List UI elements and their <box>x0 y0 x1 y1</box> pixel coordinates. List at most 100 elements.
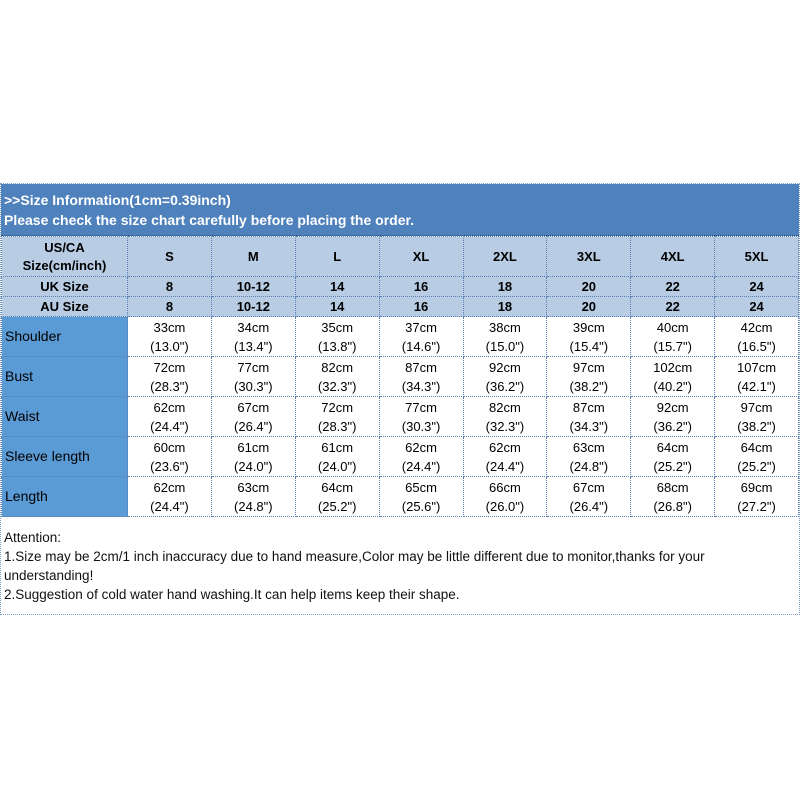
cm-value: 62cm <box>405 439 437 455</box>
size-cell: 4XL <box>630 236 716 277</box>
inch-value: (15.4") <box>569 338 609 354</box>
inch-value: (32.3") <box>485 418 525 434</box>
cm-value: 37cm <box>405 319 437 335</box>
inch-value: (24.0") <box>234 458 273 474</box>
cm-value: 97cm <box>740 399 773 415</box>
size-info-subtitle: Please check the size chart carefully be… <box>4 212 415 228</box>
inch-value: (13.8") <box>317 338 357 354</box>
note-heading: Attention: <box>4 530 62 545</box>
measurement-cell: 39cm (15.4") <box>546 316 632 357</box>
cm-value: 92cm <box>656 399 689 415</box>
size-cell: 22 <box>630 276 716 297</box>
size-row: US/CA Size(cm/inch) S M L XL 2XL 3XL 4XL 5XL <box>1 236 799 277</box>
cm-value: 87cm <box>405 359 437 375</box>
cm-value: 64cm <box>656 439 689 455</box>
inch-value: (30.3") <box>234 378 273 394</box>
size-row: UK Size 8 10-12 14 16 18 20 22 24 <box>1 276 799 297</box>
inch-value: (25.2") <box>653 458 692 474</box>
cm-value: 62cm <box>153 479 186 495</box>
inch-value: (15.7") <box>653 338 692 354</box>
measurement-row: Shoulder 33cm (13.0") 34cm (13.4") 35cm (13.8"… <box>1 316 799 357</box>
measurement-cell: 69cm (27.2") <box>714 476 799 517</box>
size-cell: M <box>210 236 296 277</box>
inch-value: (38.2") <box>737 418 776 434</box>
measurement-label: Sleeve length <box>1 436 128 477</box>
measurement-cell: 61cm (24.0") <box>210 436 296 477</box>
cm-value: 33cm <box>153 319 186 335</box>
measurement-cell: 37cm (14.6") <box>378 316 464 357</box>
inch-value: (24.8") <box>569 458 609 474</box>
inch-value: (34.3") <box>401 378 441 394</box>
inch-value: (27.2") <box>737 498 776 514</box>
cm-value: 82cm <box>489 399 521 415</box>
size-cell: 8 <box>127 276 212 297</box>
size-cell: S <box>127 236 212 277</box>
measurement-cell: 62cm (24.4") <box>378 436 464 477</box>
inch-value: (25.2") <box>317 498 357 514</box>
measurement-cell: 66cm (26.0") <box>462 476 548 517</box>
cm-value: 34cm <box>237 319 270 335</box>
size-info-header: >>Size Information(1cm=0.39inch) Please … <box>1 184 799 236</box>
size-cell: 20 <box>546 276 632 297</box>
cm-value: 40cm <box>656 319 689 335</box>
cm-value: 62cm <box>153 399 186 415</box>
inch-value: (13.0") <box>150 338 189 354</box>
cm-value: 63cm <box>572 439 605 455</box>
measurement-cell: 67cm (26.4") <box>546 476 632 517</box>
inch-value: (38.2") <box>569 378 609 394</box>
measurement-cell: 63cm (24.8") <box>546 436 632 477</box>
measurement-cell: 92cm (36.2") <box>462 356 548 397</box>
measurement-cell: 64cm (25.2") <box>294 476 380 517</box>
inch-value: (42.1") <box>737 378 776 394</box>
measurement-cell: 62cm (24.4") <box>127 476 212 517</box>
cm-value: 82cm <box>321 359 354 375</box>
cm-value: 61cm <box>237 439 270 455</box>
inch-value: (23.6") <box>150 458 189 474</box>
measurement-cell: 35cm (13.8") <box>294 316 380 357</box>
note-1: 1.Size may be 2cm/1 inch inaccuracy due … <box>4 549 705 583</box>
measurement-cell: 65cm (25.6") <box>378 476 464 517</box>
inch-value: (40.2") <box>653 378 692 394</box>
cm-value: 67cm <box>237 399 270 415</box>
measurement-cell: 34cm (13.4") <box>210 316 296 357</box>
cm-value: 60cm <box>153 439 186 455</box>
inch-value: (14.6") <box>401 338 441 354</box>
inch-value: (15.0") <box>485 338 525 354</box>
size-table: US/CA Size(cm/inch) S M L XL 2XL 3XL 4XL 5XL UK S… <box>1 236 799 517</box>
inch-value: (26.4") <box>234 418 273 434</box>
cm-value: 69cm <box>740 479 773 495</box>
inch-value: (25.6") <box>401 498 441 514</box>
size-cell: 2XL <box>462 236 548 277</box>
size-cell: 10-12 <box>210 276 296 297</box>
inch-value: (24.0") <box>317 458 357 474</box>
size-info-title: >>Size Information(1cm=0.39inch) <box>4 192 231 208</box>
measurement-cell: 92cm (36.2") <box>630 396 716 437</box>
note-2: 2.Suggestion of cold water hand washing.… <box>4 587 460 602</box>
inch-value: (24.4") <box>485 458 525 474</box>
inch-value: (28.3") <box>317 418 357 434</box>
measurement-cell: 38cm (15.0") <box>462 316 548 357</box>
measurement-cell: 64cm (25.2") <box>714 436 799 477</box>
inch-value: (36.2") <box>485 378 525 394</box>
inch-value: (28.3") <box>150 378 189 394</box>
inch-value: (24.4") <box>401 458 441 474</box>
inch-value: (24.4") <box>150 498 189 514</box>
cm-value: 92cm <box>489 359 521 375</box>
measurement-cell: 68cm (26.8") <box>630 476 716 517</box>
measurement-cell: 67cm (26.4") <box>210 396 296 437</box>
measurement-cell: 63cm (24.8") <box>210 476 296 517</box>
measurement-cell: 62cm (24.4") <box>127 396 212 437</box>
size-row-label: UK Size <box>1 276 128 297</box>
size-row: AU Size 8 10-12 14 16 18 20 22 24 <box>1 296 799 317</box>
cm-value: 42cm <box>740 319 773 335</box>
measurement-cell: 82cm (32.3") <box>294 356 380 397</box>
cm-value: 77cm <box>237 359 270 375</box>
cm-value: 64cm <box>321 479 354 495</box>
measurement-cell: 40cm (15.7") <box>630 316 716 357</box>
size-chart: >>Size Information(1cm=0.39inch) Please … <box>0 183 800 615</box>
inch-value: (36.2") <box>653 418 692 434</box>
cm-value: 107cm <box>737 359 777 375</box>
size-cell: 20 <box>546 296 632 317</box>
cm-value: 102cm <box>653 359 693 375</box>
inch-value: (13.4") <box>234 338 273 354</box>
